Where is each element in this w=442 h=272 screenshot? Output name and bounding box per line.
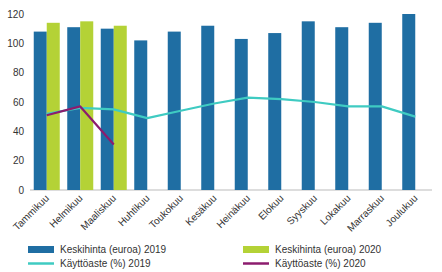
y-tick-label: 100 <box>7 38 24 49</box>
y-tick-label: 40 <box>13 126 25 137</box>
x-tick-label: Elokuu <box>256 192 285 221</box>
bar <box>302 21 315 190</box>
bar <box>114 26 127 190</box>
y-tick-label: 0 <box>18 185 24 196</box>
tick-mark <box>27 131 30 132</box>
x-tick-label: Tammikuu <box>11 192 51 232</box>
bar <box>47 23 60 190</box>
x-tick-label: Heinäkuu <box>214 192 252 230</box>
y-tick-label: 60 <box>13 97 25 108</box>
bar <box>335 27 348 190</box>
bar <box>34 32 47 190</box>
legend-swatch <box>243 246 269 253</box>
tick-mark <box>27 102 30 103</box>
line <box>47 98 416 119</box>
legend-swatch <box>28 262 54 265</box>
x-tick-label: Toukokuu <box>147 192 185 230</box>
y-tick-label: 20 <box>13 155 25 166</box>
tick-mark <box>27 72 30 73</box>
x-tick-label: Maaliskuu <box>78 192 118 232</box>
line <box>47 106 114 144</box>
legend-label: Keskihinta (euroa) 2020 <box>275 244 382 255</box>
chart: 020406080100120TammikuuHelmikuuMaaliskuu… <box>0 0 442 272</box>
legend-label: Keskihinta (euroa) 2019 <box>60 244 167 255</box>
bar <box>235 39 248 190</box>
tick-mark <box>27 190 30 191</box>
x-tick-label: Marraskuu <box>345 192 386 233</box>
x-tick-label: Lokakuu <box>318 192 353 227</box>
tick-mark <box>27 43 30 44</box>
bar <box>80 21 93 190</box>
legend-swatch <box>28 246 54 253</box>
tick-mark <box>27 14 30 15</box>
plot-marks <box>34 14 416 190</box>
tick-mark <box>27 160 30 161</box>
legend-label: Käyttöaste (%) 2019 <box>60 258 151 269</box>
x-tick-label: Joulukuu <box>383 192 419 228</box>
x-tick-label: Syyskuu <box>284 192 319 227</box>
y-tick-label: 120 <box>7 9 24 20</box>
legend-label: Käyttöaste (%) 2020 <box>275 258 366 269</box>
y-tick-label: 80 <box>13 67 25 78</box>
bar <box>268 33 281 190</box>
bar <box>402 14 415 190</box>
bar <box>201 26 214 190</box>
legend-swatch <box>243 262 269 265</box>
